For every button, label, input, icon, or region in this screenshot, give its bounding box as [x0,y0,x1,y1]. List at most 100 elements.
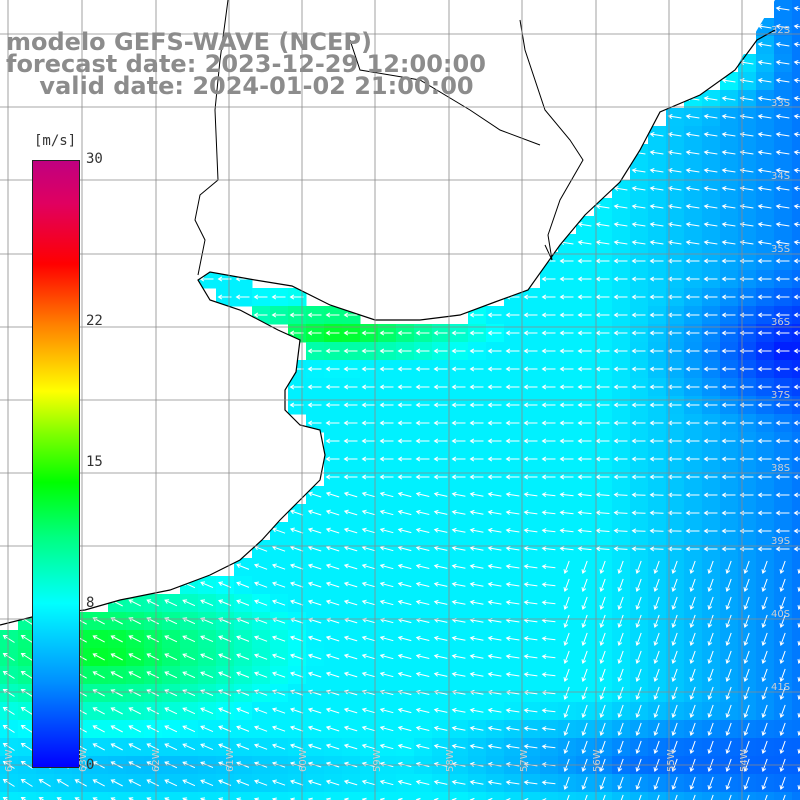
wind-arrow [685,546,700,552]
wind-arrow [685,330,700,336]
wind-arrow [581,776,588,791]
wind-arrow [433,635,448,641]
wind-arrow [397,474,412,480]
wind-arrow [487,635,502,641]
wind-arrow [469,366,484,372]
wind-arrow [523,402,538,408]
wind-arrow [451,671,466,677]
wind-arrow [415,438,430,444]
wind-arrow [613,258,628,264]
wind-arrow [397,456,412,462]
wind-arrow [469,635,484,641]
wind-arrow [541,636,556,642]
wind-arrow [721,222,736,227]
wind-arrow [379,653,394,660]
colorbar-tick-label: 15 [86,454,103,470]
wind-arrow [721,348,736,354]
wind-arrow [397,330,412,336]
wind-arrow [613,384,628,390]
wind-arrow [397,509,412,516]
wind-arrow [761,776,768,791]
wind-arrow [617,650,624,665]
wind-arrow [2,634,15,643]
wind-arrow [307,509,322,516]
wind-arrow [631,366,646,372]
wind-arrow [128,707,142,715]
wind-arrow [397,384,412,390]
wind-arrow [703,366,718,372]
latitude-label: 40S [771,609,791,620]
wind-speed-cell [396,792,415,800]
wind-arrow [487,366,502,372]
wind-arrow [775,204,790,209]
wind-arrow [743,560,750,575]
wind-arrow [635,686,642,701]
wind-speed-cell [540,792,559,800]
wind-arrow [707,560,714,575]
wind-arrow [707,614,714,629]
wind-arrow [667,276,682,282]
wind-speed-cell [792,666,800,685]
wind-arrow [433,707,448,713]
wind-arrow [415,491,430,497]
wind-arrow [505,672,520,677]
wind-arrow [563,722,570,737]
wind-arrow [671,596,678,611]
wind-arrow [793,42,800,47]
wind-arrow [577,222,592,227]
wind-arrow [793,150,800,155]
wind-arrow [325,779,340,786]
wind-arrow [775,114,790,119]
wind-arrow [649,546,664,552]
wind-arrow [793,294,800,300]
wind-arrow [559,294,574,300]
wind-arrow [649,204,664,209]
wind-arrow [739,510,754,516]
wind-arrow [689,668,696,683]
colorbar-tick-label: 22 [86,312,103,329]
wind-arrow [415,545,430,551]
wind-speed-cell [18,792,37,800]
wind-arrow [793,348,800,354]
wind-arrow [613,240,628,245]
wind-arrow [164,743,178,751]
wind-arrow [505,780,520,785]
wind-arrow [541,384,556,390]
wind-arrow [635,668,642,683]
wind-arrow [563,632,570,647]
wind-arrow [793,438,800,444]
wind-arrow [617,704,624,719]
title-model: modelo GEFS-WAVE (NCEP) [6,28,372,56]
wind-speed-cell [720,792,739,800]
wind-arrow [613,294,628,300]
wind-speed-cell [792,684,800,703]
wind-arrow [743,704,750,719]
wind-arrow [721,420,736,426]
wind-arrow [236,581,250,588]
wind-arrow [271,294,286,300]
wind-arrow [523,366,538,372]
longitude-label: 61W [224,749,236,772]
wind-arrow [577,474,592,480]
wind-speed-cell [432,792,451,800]
wind-arrow [487,545,502,551]
wind-arrow [505,474,520,480]
wind-arrow [761,722,768,737]
wind-arrow [541,582,556,588]
wind-arrow [739,402,754,408]
wind-arrow [613,204,628,209]
wind-arrow [667,366,682,372]
wind-arrow [56,779,69,787]
wind-arrow [721,492,736,498]
wind-arrow [793,456,800,462]
wind-arrow [128,725,142,733]
wind-arrow [505,366,520,372]
wind-arrow [451,779,466,785]
wind-arrow [433,779,448,785]
wind-arrow [631,456,646,462]
wind-speed-cell [216,792,235,800]
wind-arrow [793,240,800,245]
wind-arrow [451,563,466,569]
wind-arrow [218,797,224,800]
wind-arrow [2,724,15,733]
